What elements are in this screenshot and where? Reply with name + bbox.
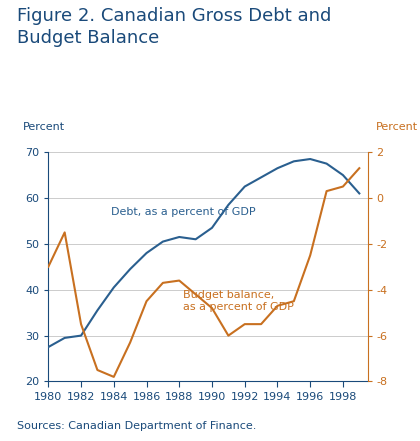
- Text: Figure 2. Canadian Gross Debt and
Budget Balance: Figure 2. Canadian Gross Debt and Budget…: [17, 7, 331, 47]
- Text: Debt, as a percent of GDP: Debt, as a percent of GDP: [110, 207, 255, 217]
- Text: Percent: Percent: [23, 122, 65, 132]
- Text: Budget balance,
as a percent of GDP: Budget balance, as a percent of GDP: [183, 291, 294, 312]
- Text: Sources: Canadian Department of Finance.: Sources: Canadian Department of Finance.: [17, 421, 256, 431]
- Text: Percent: Percent: [376, 122, 418, 132]
